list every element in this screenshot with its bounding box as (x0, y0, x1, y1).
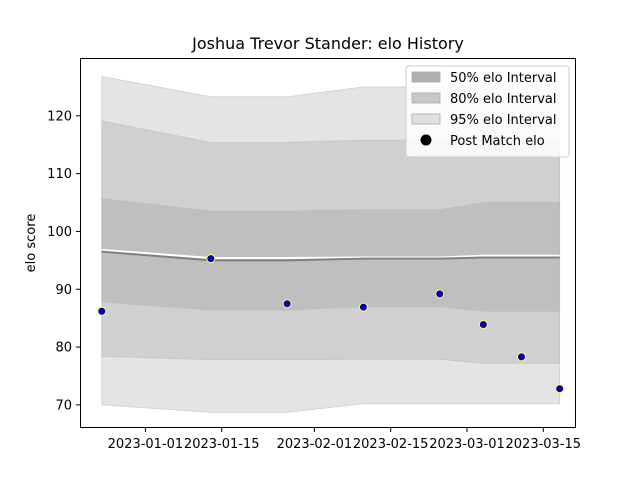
mean-line (101, 248, 560, 262)
post-match-point (516, 352, 526, 362)
post-match-point (478, 320, 488, 330)
post-match-point (555, 384, 565, 394)
interval-bands (101, 76, 561, 413)
plot-frame (80, 58, 576, 428)
legend-swatch (411, 92, 441, 104)
x-tick-label: 2023-01-01 (108, 437, 184, 452)
y-tick-label: 80 (55, 341, 72, 356)
mean-lower-line (101, 250, 560, 262)
post-match-points (97, 254, 565, 394)
legend-marker (420, 134, 432, 146)
post-match-point (97, 306, 107, 316)
x-tick-label: 2023-03-15 (506, 437, 582, 452)
x-tick-label: 2023-02-01 (277, 437, 353, 452)
x-tick-label: 2023-02-15 (353, 437, 429, 452)
post-match-point (435, 289, 445, 299)
post-match-point (206, 254, 216, 264)
legend-swatch (411, 71, 441, 83)
y-tick-label: 120 (47, 109, 72, 124)
legend-swatch (411, 113, 441, 125)
x-axis: 2023-01-01 2023-01-15 2023-02-01 2023-02-15… (108, 428, 581, 452)
y-tick-label: 90 (55, 283, 72, 298)
post-match-point (282, 299, 292, 309)
legend-label: 95% elo Interval (450, 113, 557, 128)
x-tick-label: 2023-03-01 (429, 437, 505, 452)
legend-label: Post Match elo (450, 134, 545, 149)
post-match-point (358, 302, 368, 312)
y-tick-label: 70 (55, 398, 72, 413)
legend-label: 50% elo Interval (450, 71, 557, 86)
legend-label: 80% elo Interval (450, 92, 557, 107)
y-tick-label: 100 (47, 225, 72, 240)
chart-title: Joshua Trevor Stander: elo History (191, 34, 464, 53)
y-tick-label: 110 (47, 167, 72, 182)
y-axis: 70 80 90 100 110 120 (47, 109, 80, 413)
x-tick-label: 2023-01-15 (184, 437, 260, 452)
band-50-percent (101, 198, 561, 312)
mean-upper-line (101, 248, 560, 260)
y-axis-label: elo score (24, 214, 39, 273)
legend: 50% elo Interval 80% elo Interval 95% elo … (405, 65, 570, 158)
legend-box (405, 65, 570, 158)
